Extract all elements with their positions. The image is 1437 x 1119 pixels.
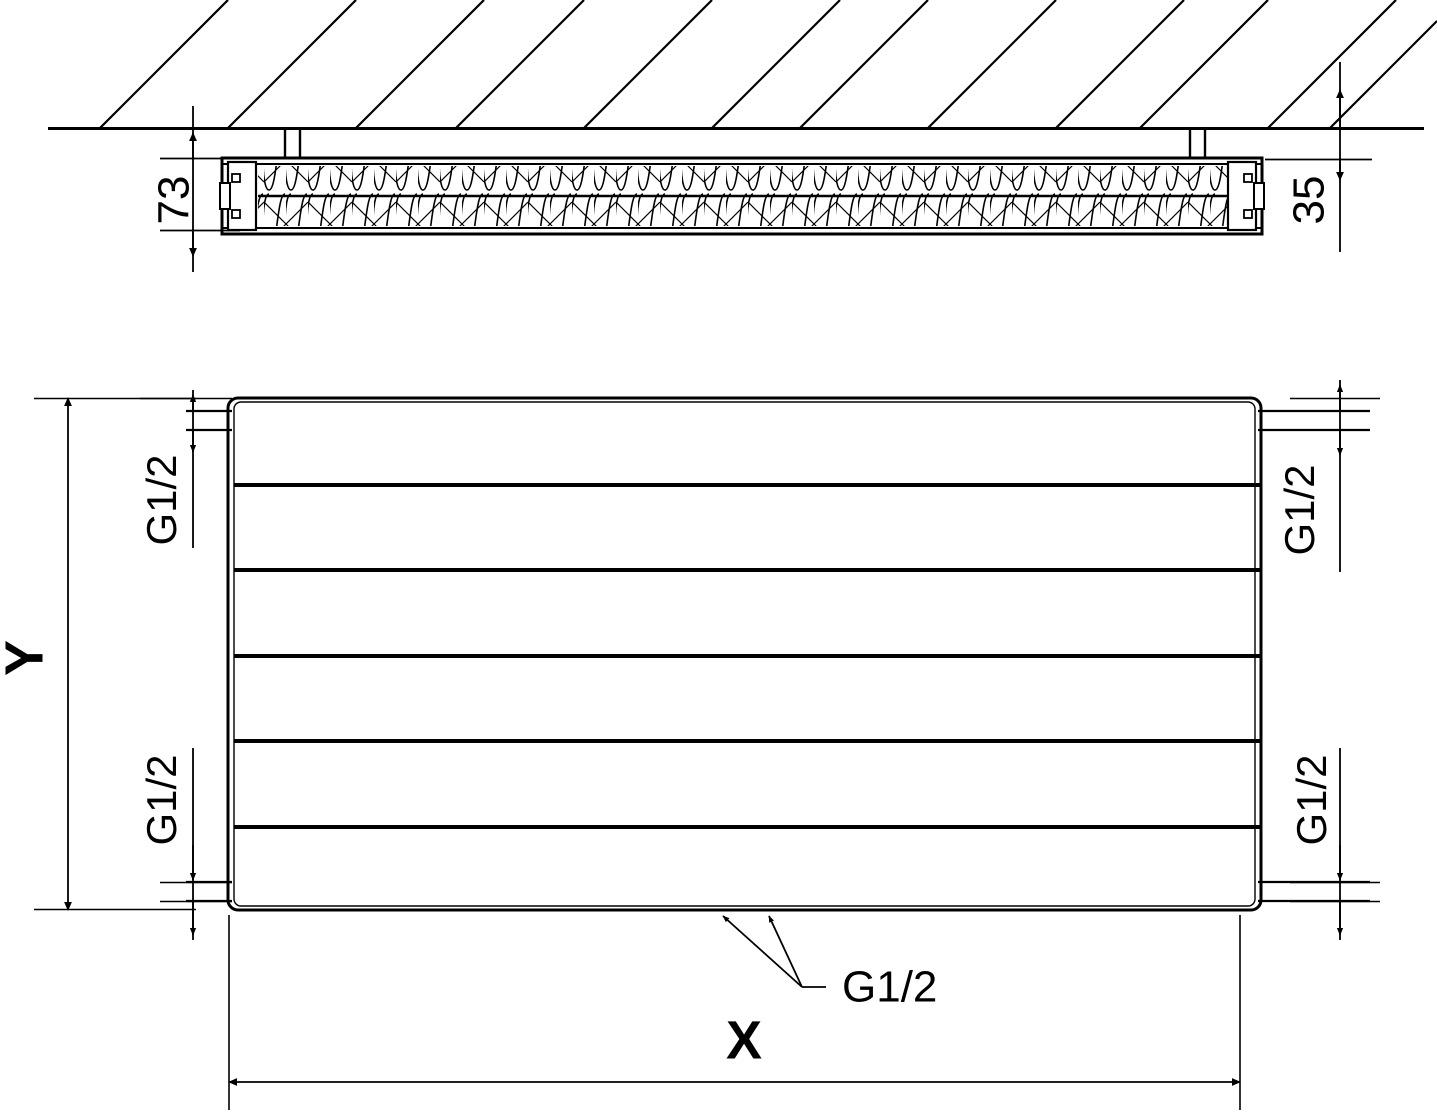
mounting-bracket-left xyxy=(283,130,302,160)
connection-stub-top-right xyxy=(1258,409,1370,432)
thread-dim-bottom-right: G1/2 xyxy=(1288,748,1380,940)
thread-dim-bottom-right-label: G1/2 xyxy=(1288,754,1335,845)
thread-callout-bottom-label: G1/2 xyxy=(842,963,937,1012)
top-section-view: 73 35 xyxy=(48,0,1437,272)
thread-dim-top-right: G1/2 xyxy=(1276,380,1380,572)
thread-dim-bottom-left: G1/2 xyxy=(138,748,232,940)
dimension-X-label: X xyxy=(726,1010,762,1070)
thread-dim-top-left: G1/2 xyxy=(138,390,232,548)
thread-callout-bottom: G1/2 xyxy=(722,915,937,1012)
dimension-35-label: 35 xyxy=(1285,176,1334,225)
panel-band-lines xyxy=(234,483,1261,829)
convector-fins xyxy=(258,166,1228,226)
mounting-bracket-right xyxy=(1188,130,1207,160)
connection-stub-bottom-right xyxy=(1258,880,1370,903)
dimension-73-label: 73 xyxy=(150,176,199,225)
dimension-73: 73 xyxy=(150,106,240,272)
dimension-X: X xyxy=(228,915,1241,1110)
wall-hatching xyxy=(99,0,1437,129)
thread-dim-top-left-label: G1/2 xyxy=(138,454,185,545)
dimension-Y-label: Y xyxy=(0,640,54,676)
dimension-Y: Y xyxy=(0,397,196,911)
radiator-right-endcap xyxy=(1226,160,1265,232)
radiator-left-endcap xyxy=(219,160,258,232)
thread-dim-top-right-label: G1/2 xyxy=(1276,464,1323,555)
dimension-35: 35 xyxy=(1265,62,1372,252)
front-view: G1/2 G1/2 G1/2 xyxy=(0,380,1380,1110)
thread-dim-bottom-left-label: G1/2 xyxy=(138,754,185,845)
